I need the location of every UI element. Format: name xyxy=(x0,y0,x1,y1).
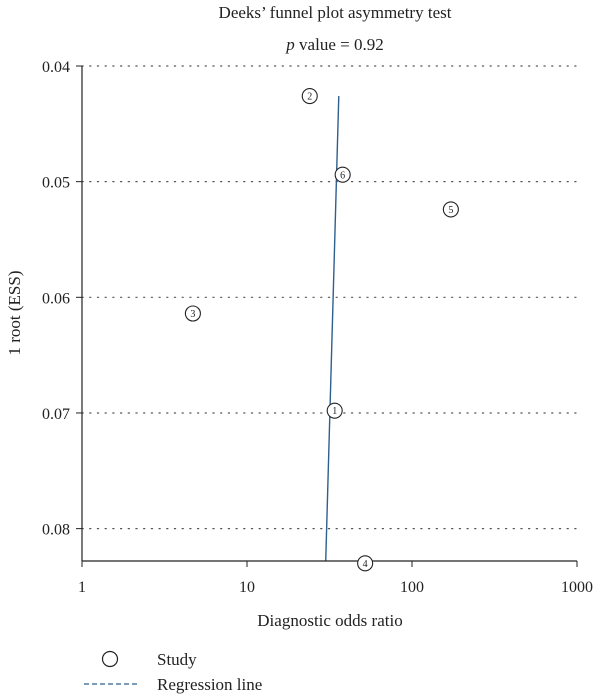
y-tick-label: 0.04 xyxy=(42,59,70,76)
x-axis-label: Diagnostic odds ratio xyxy=(257,611,402,630)
chart-title: Deeks’ funnel plot asymmetry test xyxy=(219,3,452,22)
y-tick-label: 0.06 xyxy=(42,290,70,307)
study-point-circle xyxy=(301,88,318,105)
study-point: 6 xyxy=(334,166,351,183)
study-point-label: 5 xyxy=(448,205,453,216)
x-tick-label: 10 xyxy=(239,579,255,596)
study-point: 2 xyxy=(301,88,318,105)
study-point-circle xyxy=(442,201,459,218)
study-point-label: 6 xyxy=(340,170,345,181)
y-tick-label: 0.08 xyxy=(42,522,70,539)
p-symbol: p xyxy=(285,35,295,54)
x-tick-label: 1000 xyxy=(561,579,593,596)
regression-line xyxy=(325,96,340,562)
study-point: 5 xyxy=(442,201,459,218)
study-point-label: 4 xyxy=(363,559,368,570)
study-point-label: 1 xyxy=(332,406,337,417)
legend-study-symbol xyxy=(101,650,119,668)
y-tick-label: 0.07 xyxy=(42,406,70,423)
study-point-circle xyxy=(334,166,351,183)
regression-line-group xyxy=(325,96,340,562)
legend-regression-label: Regression line xyxy=(157,675,262,694)
study-points: 1 2 3 4 5 6 xyxy=(184,88,459,572)
study-point: 1 xyxy=(326,402,343,419)
study-point-label: 2 xyxy=(307,92,312,103)
study-point-label: 3 xyxy=(190,309,195,320)
axes: 0.04 0.05 0.06 0.07 0.08 1 10 100 1000 xyxy=(42,59,593,596)
study-point: 3 xyxy=(184,305,201,322)
x-tick-label: 100 xyxy=(400,579,424,596)
legend: Study Regression line xyxy=(84,650,262,694)
study-point-circle xyxy=(357,555,374,572)
study-point-circle xyxy=(184,305,201,322)
chart-subtitle: p value = 0.92 xyxy=(285,35,383,54)
p-value-text: value = 0.92 xyxy=(295,35,384,54)
y-axis-label: 1 root (ESS) xyxy=(5,271,24,356)
y-tick-label: 0.05 xyxy=(42,175,70,192)
study-point: 4 xyxy=(357,555,374,572)
gridlines xyxy=(81,65,578,530)
study-point-circle xyxy=(326,402,343,419)
legend-study-label: Study xyxy=(157,650,197,669)
x-tick-label: 1 xyxy=(78,579,86,596)
